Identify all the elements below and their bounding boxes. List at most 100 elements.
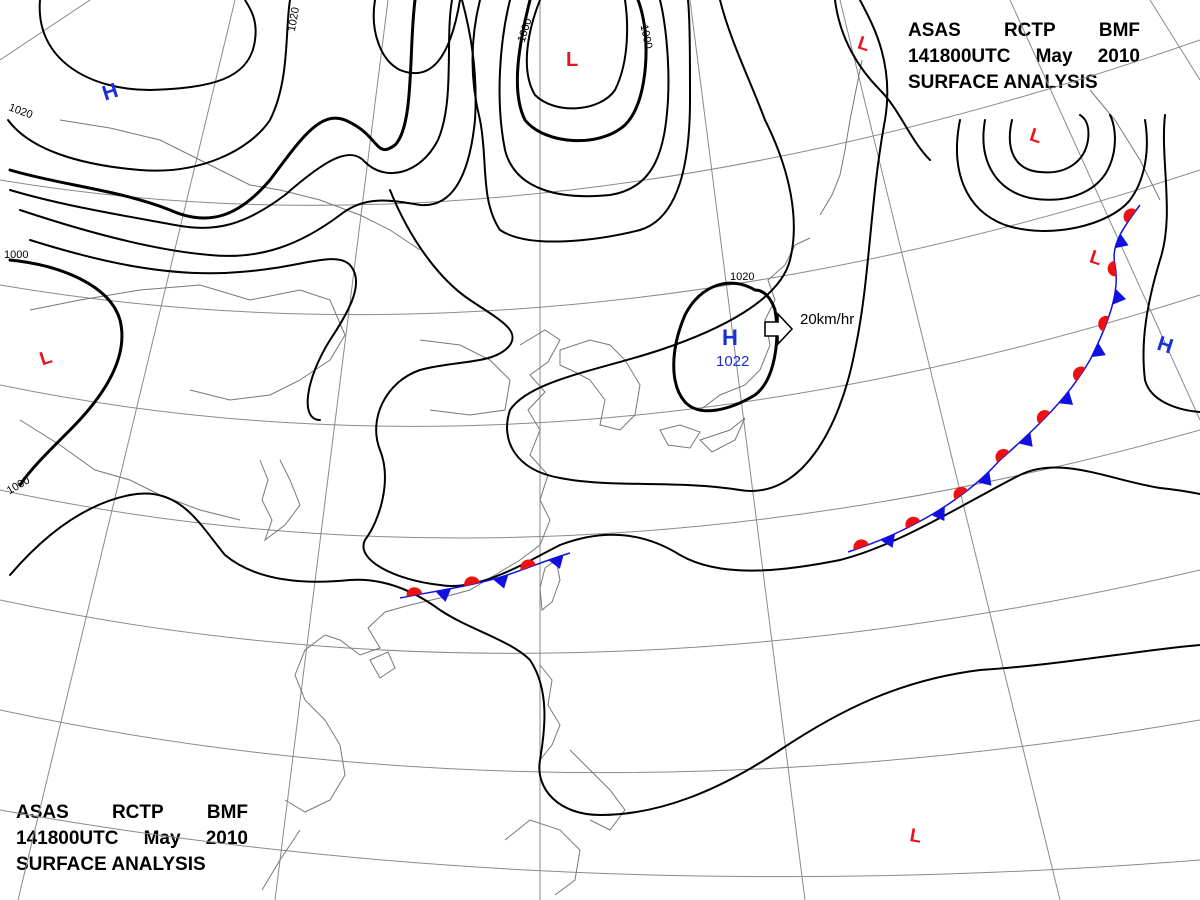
high-pressure-center: H — [722, 325, 738, 350]
header-product: SURFACE ANALYSIS — [908, 72, 1098, 93]
header-year: 2010 — [1097, 46, 1140, 67]
isobar — [19, 0, 477, 257]
coastline-taiwan — [539, 559, 561, 611]
isobar — [956, 119, 1148, 232]
isobar — [9, 0, 453, 229]
warm-front-semicircle — [853, 539, 869, 551]
fronts — [399, 204, 1141, 602]
isobar — [834, 0, 931, 161]
pressure-centers: H 1022 H H L L L L L L — [37, 33, 1176, 848]
meridian — [17, 0, 236, 900]
header-month: May — [143, 828, 181, 849]
border-inland — [419, 339, 511, 416]
isobar — [362, 189, 1200, 587]
isobar — [498, 0, 670, 198]
isobar — [506, 0, 889, 492]
warm-front-semicircle — [1072, 366, 1086, 382]
warm-front-semicircle — [520, 559, 536, 571]
isobar-label: 1020 — [730, 271, 754, 283]
isobar-label: 1000 — [638, 24, 655, 50]
cold-front-triangle — [492, 574, 509, 589]
cold-front-triangle — [1058, 391, 1074, 405]
cold-front-triangle — [1112, 288, 1127, 305]
isobar — [38, 0, 257, 91]
motion-arrow-icon — [764, 311, 794, 347]
border-inland — [259, 459, 301, 542]
high-pressure-center: H — [99, 79, 121, 106]
header-time: 141800UTC — [16, 828, 119, 849]
warm-front-semicircle — [995, 448, 1010, 463]
warm-front-semicircle — [1107, 260, 1117, 277]
warm-front-semicircle — [1123, 208, 1137, 223]
warm-front-semicircle — [406, 587, 423, 597]
coastline-indochina — [261, 634, 346, 891]
motion-speed-label: 20km/hr — [800, 311, 854, 328]
parallel — [0, 709, 1200, 774]
meridian — [1009, 0, 1200, 421]
isobar — [672, 281, 779, 413]
meridian — [274, 0, 389, 900]
parallel — [0, 39, 1200, 206]
parallel — [0, 569, 1200, 654]
cold-front-triangle — [977, 471, 992, 486]
coastline-china — [324, 329, 561, 656]
motion-vector: 20km/hr — [764, 311, 854, 347]
coastline-sakhalin — [819, 59, 863, 216]
coastline-korea — [559, 339, 641, 431]
header-station: RCTP — [111, 802, 164, 823]
parallel — [0, 294, 1200, 427]
border-inland — [29, 284, 346, 401]
header-product-row: SURFACE ANALYSIS — [908, 70, 1140, 96]
cold-front-triangle — [435, 588, 452, 602]
isobar — [471, 0, 691, 243]
low-pressure-center: L — [1087, 247, 1105, 271]
cold-front-triangle — [1091, 342, 1106, 358]
header-top-right: ASAS RCTP BMF 141800UTC May 2010 SURFACE… — [908, 18, 1140, 96]
front-symbols — [406, 208, 1137, 602]
header-agency: ASAS — [908, 20, 961, 41]
isobar — [525, 0, 629, 110]
low-pressure-center: L — [1027, 125, 1045, 149]
stationary-front — [399, 552, 571, 599]
cold-front-triangle — [548, 554, 564, 569]
meridian — [1149, 0, 1200, 81]
cold-front-triangle — [880, 533, 896, 548]
header-agency: ASAS — [16, 802, 69, 823]
header-product: SURFACE ANALYSIS — [16, 854, 206, 875]
header-time-row: 141800UTC May 2010 — [908, 44, 1140, 70]
warm-front-semicircle — [1036, 410, 1051, 424]
meridian — [839, 0, 1061, 900]
low-pressure-center: L — [566, 49, 578, 71]
coastline-luzon — [539, 664, 626, 831]
isobar — [982, 114, 1116, 201]
warm-front-semicircle — [1098, 315, 1110, 332]
isobar — [1142, 114, 1200, 413]
isobar — [9, 492, 1200, 816]
center-pressure-value: 1022 — [716, 353, 749, 370]
isobar-label: 1000 — [516, 17, 535, 44]
warm-front-semicircle — [953, 486, 968, 500]
low-pressure-center: L — [37, 347, 55, 371]
parallel — [0, 429, 1200, 539]
header-office: BMF — [206, 802, 248, 823]
isobar — [372, 0, 461, 75]
warm-front-semicircle — [905, 516, 921, 529]
header-bottom-left: ASAS RCTP BMF 141800UTC May 2010 SURFACE… — [16, 800, 248, 878]
coastline-japan — [659, 237, 811, 453]
header-time-row: 141800UTC May 2010 — [16, 826, 248, 852]
meridian — [0, 0, 91, 61]
isobar-labels: 1020 1000 1000 1020 1000 1000 1020 — [4, 6, 754, 497]
cold-front-triangle — [1018, 432, 1033, 447]
isobar — [8, 258, 124, 487]
border-inland — [59, 119, 421, 251]
header-time: 141800UTC — [908, 46, 1011, 67]
low-pressure-center: L — [855, 33, 873, 57]
header-agency-row: ASAS RCTP BMF — [16, 800, 248, 826]
isobar-label: 1000 — [4, 249, 28, 261]
coastline-borneo — [504, 819, 581, 896]
coastlines — [19, 59, 1161, 896]
cold-front-triangle — [931, 506, 945, 522]
header-office: BMF — [1098, 20, 1140, 41]
